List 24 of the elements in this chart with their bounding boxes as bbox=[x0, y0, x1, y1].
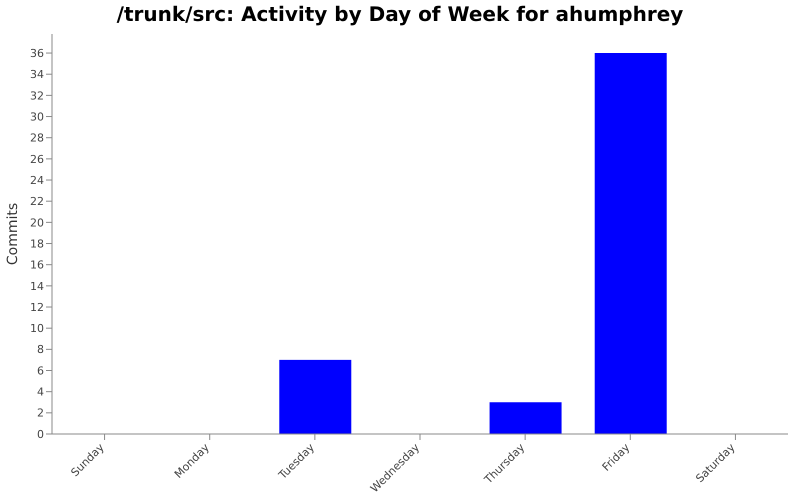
y-tick-label: 18 bbox=[30, 237, 44, 250]
bar bbox=[279, 360, 352, 434]
y-tick-label: 36 bbox=[30, 46, 44, 60]
y-tick-label: 34 bbox=[30, 68, 44, 82]
y-tick-label: 30 bbox=[30, 110, 44, 124]
y-tick-label: 12 bbox=[30, 300, 44, 314]
y-tick-label: 2 bbox=[37, 406, 44, 420]
y-tick-label: 0 bbox=[37, 428, 44, 441]
y-tick-label: 8 bbox=[37, 343, 44, 356]
y-tick-label: 16 bbox=[30, 258, 44, 272]
y-tick-label: 10 bbox=[30, 322, 44, 336]
bar bbox=[594, 53, 667, 434]
y-tick-label: 28 bbox=[30, 132, 44, 145]
chart-title: /trunk/src: Activity by Day of Week for ahumphrey bbox=[116, 1, 684, 28]
y-axis-title: Commits bbox=[4, 202, 21, 266]
y-tick-label: 6 bbox=[37, 364, 44, 378]
y-tick-label: 4 bbox=[37, 386, 44, 399]
y-tick-label: 32 bbox=[30, 89, 44, 102]
bar bbox=[490, 402, 562, 434]
y-tick-label: 20 bbox=[30, 216, 44, 230]
y-tick-label: 14 bbox=[30, 280, 44, 293]
y-tick-label: 22 bbox=[30, 195, 44, 208]
y-tick-label: 24 bbox=[30, 174, 44, 187]
y-tick-label: 26 bbox=[30, 152, 44, 166]
